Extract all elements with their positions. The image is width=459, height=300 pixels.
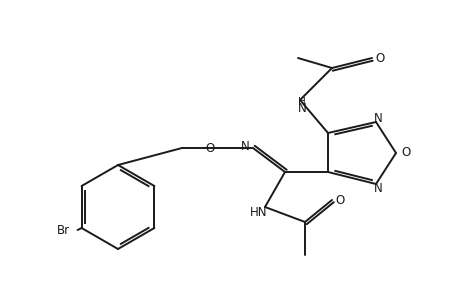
- Text: N: N: [373, 112, 381, 124]
- Text: O: O: [401, 146, 410, 160]
- Text: O: O: [375, 52, 384, 64]
- Text: H: H: [297, 97, 305, 107]
- Text: N: N: [297, 103, 306, 116]
- Text: HN: HN: [250, 206, 267, 218]
- Text: Br: Br: [57, 224, 70, 238]
- Text: N: N: [240, 140, 249, 154]
- Text: N: N: [373, 182, 381, 194]
- Text: O: O: [335, 194, 344, 206]
- Text: O: O: [205, 142, 214, 154]
